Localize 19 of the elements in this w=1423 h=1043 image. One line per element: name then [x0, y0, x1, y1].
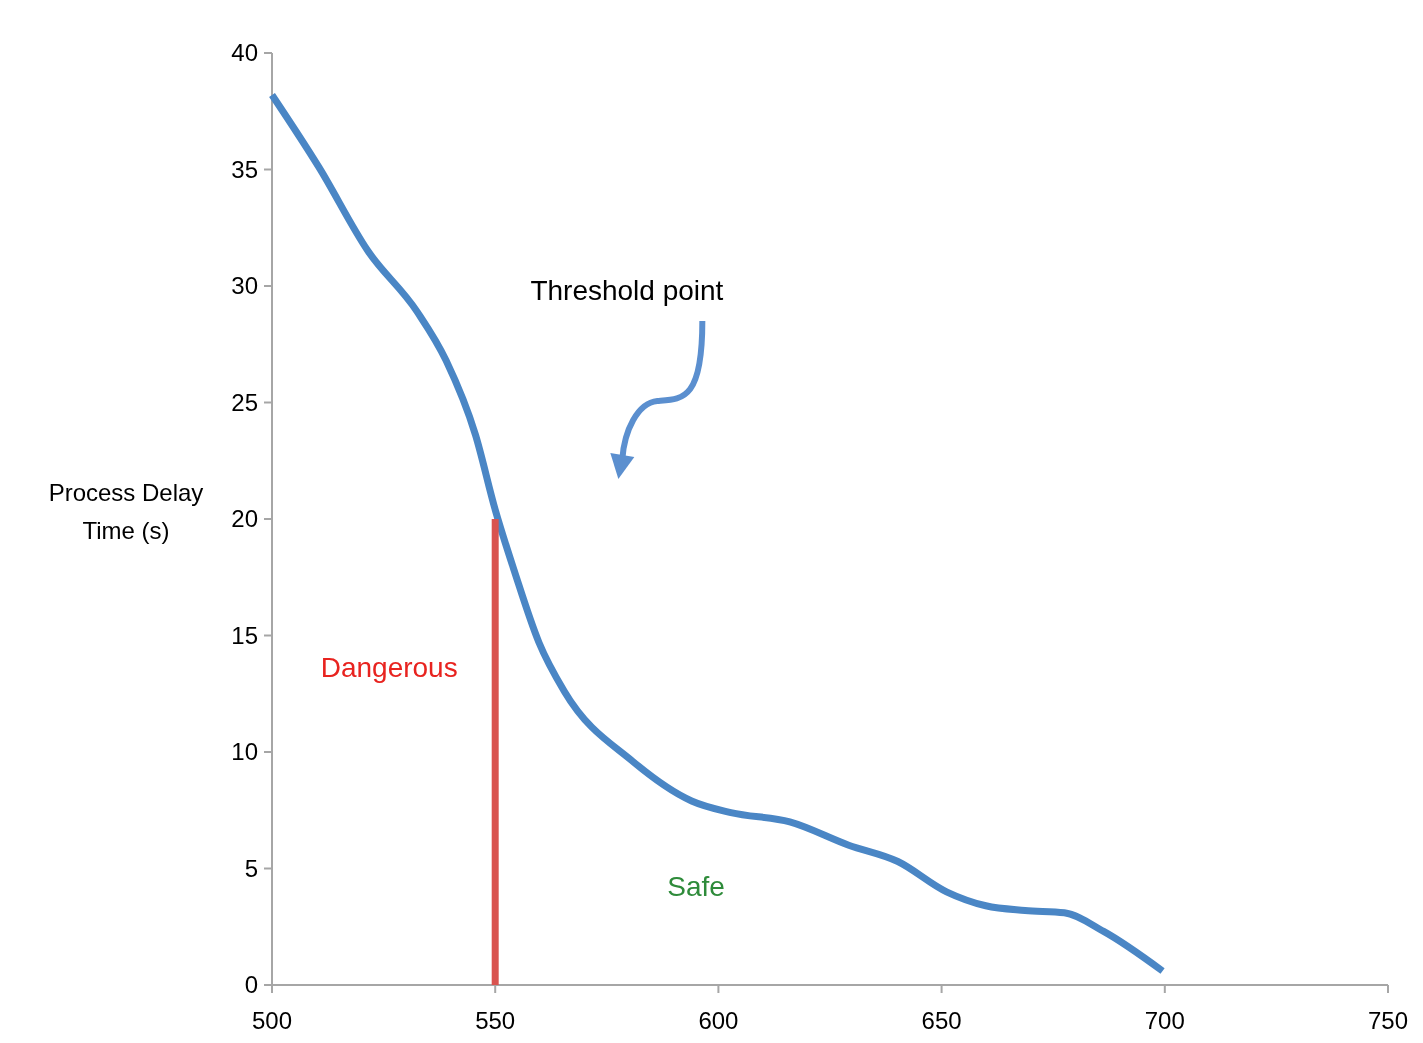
y-tick-label: 20 — [231, 505, 258, 533]
y-tick-label: 5 — [244, 854, 258, 882]
x-tick-label: 550 — [475, 1007, 516, 1034]
y-tick-label: 40 — [231, 39, 258, 67]
x-tick-label: 500 — [251, 1007, 293, 1034]
y-axis-title: Process Delay Time (s) — [48, 479, 204, 544]
x-tick-label: 650 — [921, 1007, 962, 1034]
annotation: Dangerous — [320, 652, 458, 684]
y-tick-label: 25 — [231, 388, 258, 416]
x-tick-label: 750 — [1367, 1007, 1409, 1034]
y-tick-label: 10 — [231, 738, 258, 766]
y-tick-label: 15 — [231, 621, 258, 649]
y-tick-label: 35 — [231, 155, 258, 183]
annotation: Threshold point — [530, 274, 724, 306]
y-tick-label: 0 — [244, 971, 258, 999]
y-tick-label: 30 — [231, 272, 258, 300]
x-tick-label: 600 — [698, 1007, 739, 1034]
annotation: Safe — [667, 871, 725, 903]
x-tick-label: 700 — [1144, 1007, 1185, 1034]
